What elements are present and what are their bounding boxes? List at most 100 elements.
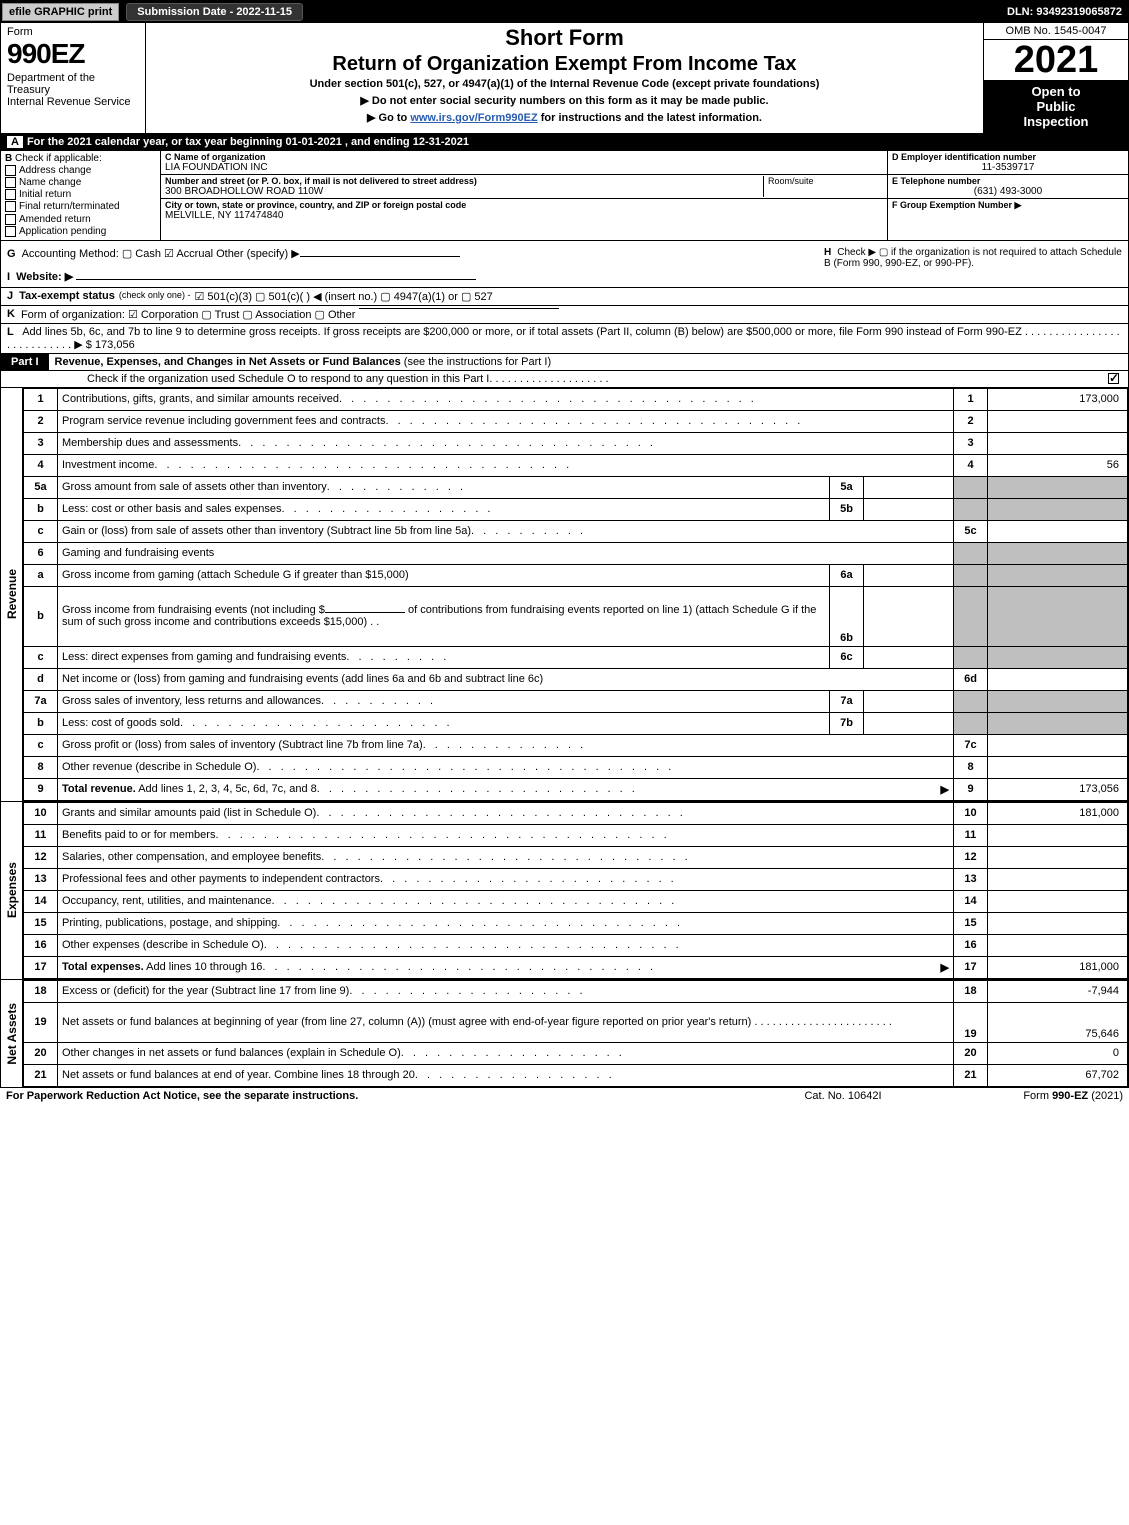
instruction-1: ▶ Do not enter social security numbers o… — [152, 94, 977, 107]
irs-link[interactable]: www.irs.gov/Form990EZ — [410, 112, 537, 124]
netassets-section: Net Assets 18Excess or (deficit) for the… — [1, 979, 1128, 1087]
revenue-table: 1Contributions, gifts, grants, and simil… — [23, 388, 1128, 801]
website-field[interactable] — [76, 279, 476, 280]
form-label: Form — [7, 26, 139, 38]
line-6d-value — [988, 668, 1128, 690]
g-letter: G — [7, 248, 16, 260]
j-letter: J — [7, 290, 13, 302]
efile-print-button[interactable]: efile GRAPHIC print — [2, 3, 119, 21]
line-21: 21Net assets or fund balances at end of … — [24, 1064, 1128, 1086]
expenses-vlabel-col: Expenses — [1, 802, 23, 979]
line-1-value: 173,000 — [988, 388, 1128, 410]
footer-left: For Paperwork Reduction Act Notice, see … — [6, 1090, 743, 1102]
line-1: 1Contributions, gifts, grants, and simil… — [24, 388, 1128, 410]
c-name-hdr: C Name of organization — [165, 152, 883, 162]
line-2-value — [988, 410, 1128, 432]
netassets-table: 18Excess or (deficit) for the year (Subt… — [23, 980, 1128, 1087]
line-13-value — [988, 868, 1128, 890]
c-city-hdr: City or town, state or province, country… — [165, 200, 883, 210]
chk-address-change[interactable]: Address change — [5, 165, 156, 176]
line-5b: bLess: cost or other basis and sales exp… — [24, 498, 1128, 520]
line-16: 16Other expenses (describe in Schedule O… — [24, 934, 1128, 956]
chk-application-pending[interactable]: Application pending — [5, 226, 156, 237]
chk-amended-return[interactable]: Amended return — [5, 214, 156, 225]
line-11: 11Benefits paid to or for members . . . … — [24, 824, 1128, 846]
netassets-vlabel-col: Net Assets — [1, 980, 23, 1087]
line-19-value: 75,646 — [988, 1002, 1128, 1042]
line-6b-contrib-field[interactable] — [325, 612, 405, 613]
line-15-value — [988, 912, 1128, 934]
revenue-vlabel: Revenue — [5, 569, 19, 619]
expenses-table: 10Grants and similar amounts paid (list … — [23, 802, 1128, 979]
line-6c: cLess: direct expenses from gaming and f… — [24, 646, 1128, 668]
part1-label: Part I — [1, 354, 49, 370]
f-hdr: F Group Exemption Number ▶ — [892, 200, 1124, 211]
line-3: 3Membership dues and assessments . . . .… — [24, 432, 1128, 454]
i-letter: I — [7, 271, 10, 283]
section-bcdef: B Check if applicable: Address change Na… — [1, 151, 1128, 241]
h-text: Check ▶ ▢ if the organization is not req… — [824, 247, 1122, 269]
part1-schedule-o-checkbox[interactable] — [1108, 373, 1119, 384]
line-20-value: 0 — [988, 1042, 1128, 1064]
chk-final-return[interactable]: Final return/terminated — [5, 201, 156, 212]
subtitle: Under section 501(c), 527, or 4947(a)(1)… — [152, 78, 977, 90]
line-6c-value — [864, 646, 954, 668]
main-title: Return of Organization Exempt From Incom… — [152, 53, 977, 76]
line-6a-value — [864, 564, 954, 586]
chk-initial-return[interactable]: Initial return — [5, 189, 156, 200]
part1-header-row: Part I Revenue, Expenses, and Changes in… — [1, 354, 1128, 371]
short-form-title: Short Form — [152, 25, 977, 51]
org-city: MELVILLE, NY 117474840 — [165, 210, 883, 221]
line-16-value — [988, 934, 1128, 956]
header-right: OMB No. 1545-0047 2021 Open to Public In… — [983, 23, 1128, 133]
section-def: D Employer identification number 11-3539… — [888, 151, 1128, 240]
netassets-vlabel: Net Assets — [5, 1003, 19, 1065]
omb-number: OMB No. 1545-0047 — [984, 23, 1128, 40]
footer-cat-no: Cat. No. 10642I — [743, 1090, 943, 1102]
i-text: Website: ▶ — [16, 271, 73, 283]
line-5a-value — [864, 476, 954, 498]
page-footer: For Paperwork Reduction Act Notice, see … — [0, 1088, 1129, 1104]
header-left: Form 990EZ Department of the Treasury In… — [1, 23, 146, 133]
g-other-field[interactable] — [300, 256, 460, 257]
b-header: Check if applicable: — [15, 153, 102, 164]
form-number: 990EZ — [7, 38, 139, 70]
line-10-value: 181,000 — [988, 802, 1128, 824]
line-14-value — [988, 890, 1128, 912]
line-3-value — [988, 432, 1128, 454]
expenses-vlabel: Expenses — [5, 862, 19, 918]
line-5a: 5aGross amount from sale of assets other… — [24, 476, 1128, 498]
section-c: C Name of organization LIA FOUNDATION IN… — [161, 151, 888, 240]
footer-right: Form 990-EZ (2021) — [943, 1090, 1123, 1102]
chk-name-change[interactable]: Name change — [5, 177, 156, 188]
line-10: 10Grants and similar amounts paid (list … — [24, 802, 1128, 824]
k-other-field[interactable] — [359, 308, 559, 309]
line-5c: cGain or (loss) from sale of assets othe… — [24, 520, 1128, 542]
line-18: 18Excess or (deficit) for the year (Subt… — [24, 980, 1128, 1002]
line-7a-value — [864, 690, 954, 712]
line-18-value: -7,944 — [988, 980, 1128, 1002]
l-letter: L — [7, 326, 14, 338]
line-6b-value — [864, 586, 954, 646]
org-street: 300 BROADHOLLOW ROAD 110W — [165, 186, 763, 197]
line-12-value — [988, 846, 1128, 868]
row-g: G Accounting Method: ▢ Cash ☑ Accrual Oth… — [1, 241, 818, 287]
part1-title: Revenue, Expenses, and Changes in Net As… — [55, 356, 552, 368]
l-text: Add lines 5b, 6c, and 7b to line 9 to de… — [22, 326, 1022, 338]
line-5b-value — [864, 498, 954, 520]
instr2-pre: ▶ Go to — [367, 112, 410, 124]
ein-value: 11-3539717 — [892, 162, 1124, 173]
e-hdr: E Telephone number — [892, 176, 1124, 186]
line-7b-value — [864, 712, 954, 734]
line-19: 19Net assets or fund balances at beginni… — [24, 1002, 1128, 1042]
row-l: L Add lines 5b, 6c, and 7b to line 9 to … — [1, 324, 1128, 354]
expenses-section: Expenses 10Grants and similar amounts pa… — [1, 801, 1128, 979]
row-a-letter: A — [7, 136, 23, 148]
g-text: Accounting Method: ▢ Cash ☑ Accrual Othe… — [22, 248, 300, 260]
instr2-post: for instructions and the latest informat… — [538, 112, 762, 124]
phone-value: (631) 493-3000 — [892, 186, 1124, 197]
line-12: 12Salaries, other compensation, and empl… — [24, 846, 1128, 868]
line-11-value — [988, 824, 1128, 846]
line-4: 4Investment income . . . . . . . . . . .… — [24, 454, 1128, 476]
top-bar: efile GRAPHIC print Submission Date - 20… — [1, 1, 1128, 23]
